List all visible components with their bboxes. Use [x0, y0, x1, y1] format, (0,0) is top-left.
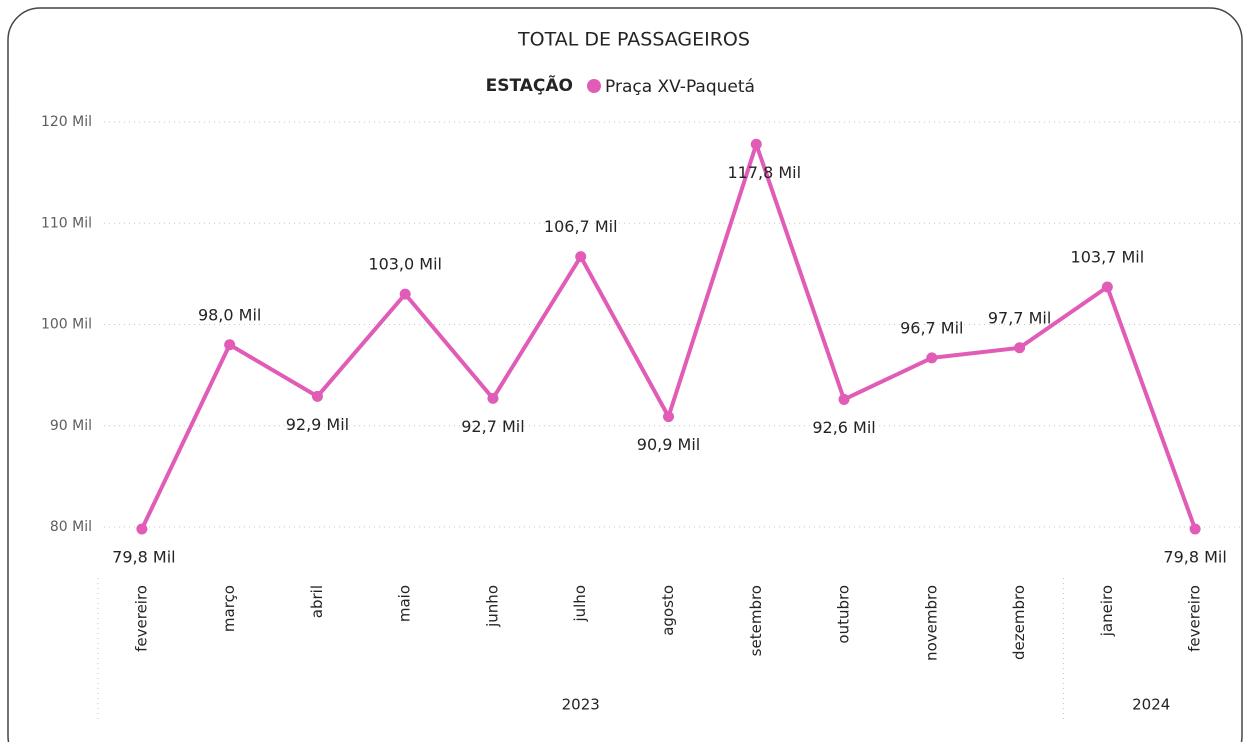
x-tick-label: fevereiro	[132, 585, 150, 652]
point	[1189, 523, 1201, 535]
point	[926, 352, 938, 364]
x-tick-label: janeiro	[1098, 585, 1116, 637]
point	[399, 288, 411, 300]
data-label: 117,8 Mil	[727, 163, 801, 182]
data-label: 92,7 Mil	[461, 417, 524, 436]
point	[136, 523, 148, 535]
x-tick-label: setembro	[747, 585, 765, 656]
x-tick-label: junho	[483, 585, 501, 628]
x-tick-label: março	[220, 585, 238, 632]
point	[1014, 342, 1026, 354]
legend-marker	[587, 79, 601, 93]
point	[311, 390, 323, 402]
chart-title: TOTAL DE PASSAGEIROS	[517, 29, 750, 51]
data-label: 97,7 Mil	[988, 308, 1051, 327]
point	[224, 339, 236, 351]
y-tick-label: 110 Mil	[41, 215, 92, 231]
x-tick-label: fevereiro	[1186, 585, 1204, 652]
y-tick-label: 90 Mil	[50, 418, 92, 434]
x-tick-label: dezembro	[1010, 585, 1028, 660]
x-tick-label: agosto	[659, 585, 677, 636]
point	[1101, 281, 1113, 293]
data-label: 79,8 Mil	[1163, 548, 1226, 567]
data-label: 92,9 Mil	[286, 415, 349, 434]
data-label: 96,7 Mil	[900, 318, 963, 337]
data-label: 90,9 Mil	[637, 435, 700, 454]
data-label: 79,8 Mil	[112, 548, 175, 567]
year-label: 2024	[1132, 696, 1170, 714]
point	[575, 251, 587, 263]
x-tick-label: maio	[396, 585, 414, 622]
x-tick-label: novembro	[922, 585, 940, 661]
legend-title: ESTAÇÃO	[486, 73, 573, 96]
data-label: 106,7 Mil	[544, 217, 618, 236]
legend-label: Praça XV-Paquetá	[605, 77, 755, 97]
card	[7, 7, 1243, 746]
y-tick-label: 100 Mil	[41, 317, 92, 333]
data-label: 98,0 Mil	[198, 305, 261, 324]
year-label: 2023	[562, 696, 600, 714]
data-label: 103,7 Mil	[1071, 248, 1145, 267]
point	[663, 411, 674, 423]
point	[750, 138, 762, 150]
x-tick-label: julho	[571, 585, 589, 623]
data-label: 92,6 Mil	[812, 418, 875, 437]
data-label: 103,0 Mil	[368, 255, 442, 274]
x-tick-label: abril	[308, 585, 326, 618]
x-tick-label: outubro	[835, 585, 853, 644]
y-tick-label: 80 Mil	[50, 519, 92, 535]
point	[487, 392, 499, 404]
y-tick-label: 120 Mil	[41, 114, 92, 130]
point	[838, 393, 850, 405]
